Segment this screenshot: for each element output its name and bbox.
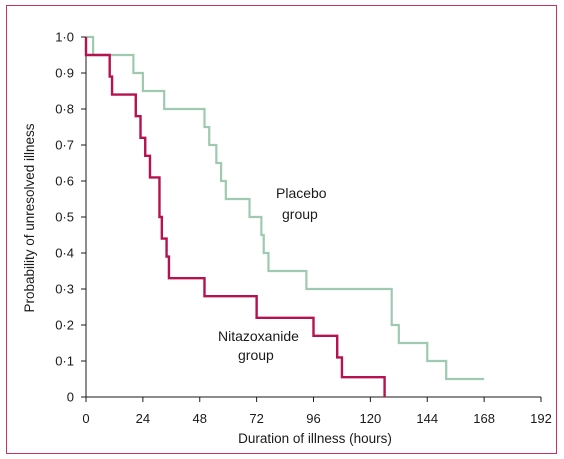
nitazoxanide-label-line-2: group [238, 347, 274, 363]
placebo-step-line [86, 35, 485, 381]
nitazoxanide-label-line-1: Nitazoxanide [218, 328, 299, 344]
y-tick-label: 0·8 [55, 102, 74, 117]
x-tick-label: 144 [416, 411, 438, 426]
placebo-label-line-2: group [282, 206, 318, 222]
y-tick-label: 0·2 [55, 318, 74, 333]
y-tick-label: 0 [67, 390, 74, 405]
x-tick-label: 72 [249, 411, 263, 426]
y-tick-label: 0·5 [55, 210, 74, 225]
axes: 0 24 48 72 96 120 144 168 192 0 0·1 0·2 0·3 0·4 0·5 0·6… [55, 30, 552, 427]
x-tick-label: 120 [360, 411, 382, 426]
x-tick-label: 96 [306, 411, 320, 426]
y-tick-label: 0·1 [55, 354, 74, 369]
x-tick-label: 0 [82, 411, 89, 426]
x-axis-title: Duration of illness (hours) [238, 431, 392, 446]
x-tick-label: 24 [136, 411, 150, 426]
series-layer [84, 35, 485, 397]
nitazoxanide-step-line [84, 37, 386, 397]
y-tick-label: 0·3 [55, 282, 74, 297]
y-tick-label: 0·9 [55, 66, 74, 81]
x-tick-label: 168 [473, 411, 495, 426]
placebo-label-line-1: Placebo [276, 185, 327, 201]
x-tick-label: 192 [530, 411, 552, 426]
y-tick-label: 0·7 [55, 138, 74, 153]
y-axis-title: Probability of unresolved illness [22, 123, 37, 312]
x-tick-label: 48 [193, 411, 207, 426]
y-tick-label: 1·0 [55, 30, 74, 45]
y-tick-label: 0·4 [55, 246, 74, 261]
y-tick-label: 0·6 [55, 174, 74, 189]
